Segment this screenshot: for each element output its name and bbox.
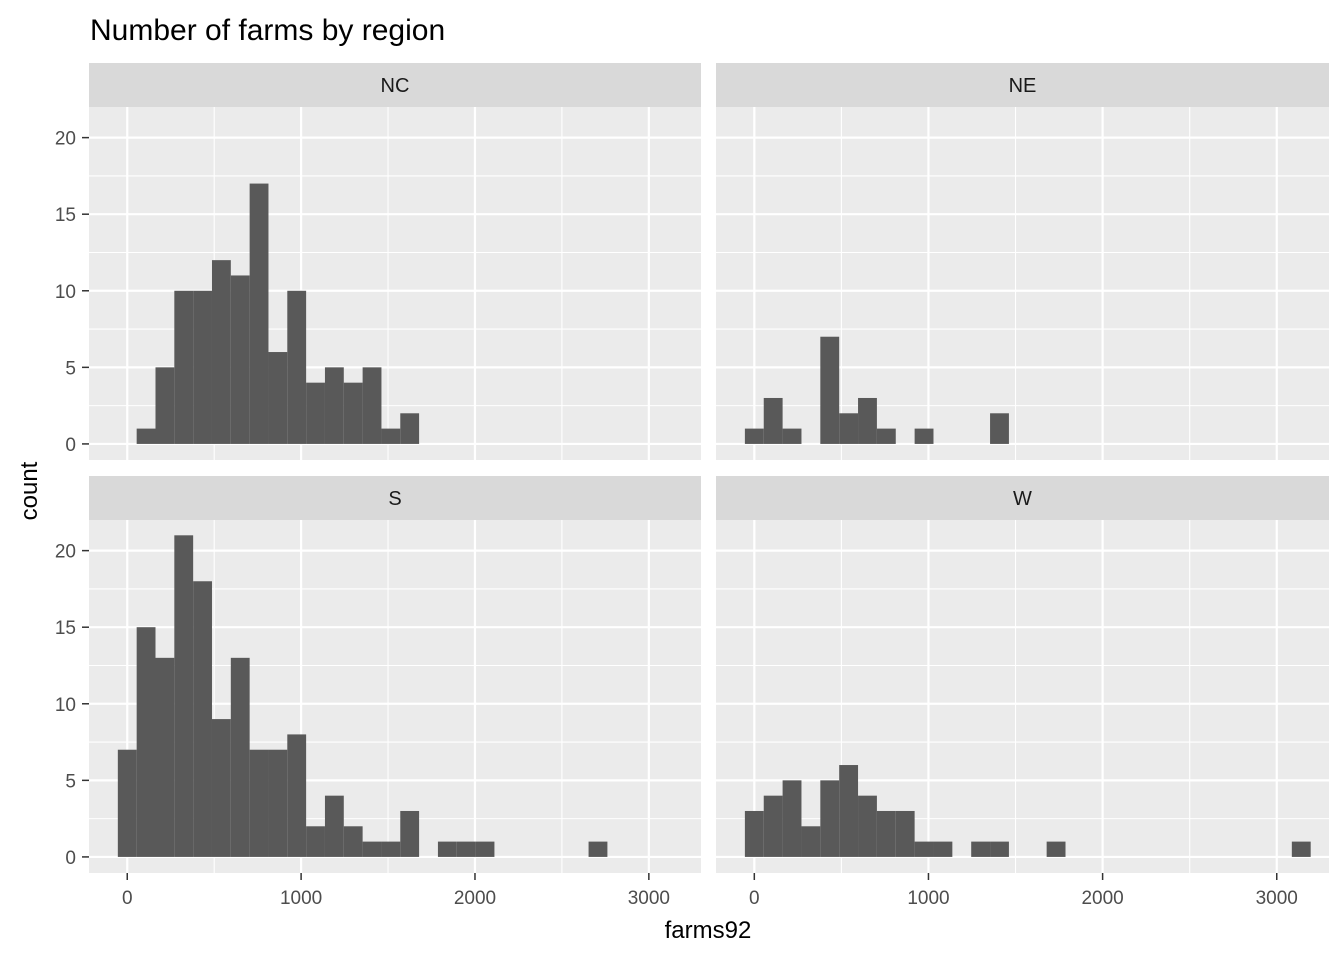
histogram-bar [268,352,288,444]
facet-strip [89,63,701,107]
histogram-bar [876,810,896,857]
histogram-bar [990,413,1009,444]
histogram-bar [782,780,802,857]
histogram-bar [230,657,250,857]
histogram-bar [136,428,156,444]
x-tick-label: 2000 [454,888,496,909]
histogram-bar [174,535,194,857]
panel-background [716,520,1329,873]
facet-strip [89,476,701,520]
histogram-bar [876,428,896,444]
histogram-bar [456,841,476,857]
x-tick-label: 0 [749,888,760,909]
x-tick-label: 1000 [907,888,949,909]
panel-background [716,107,1329,460]
histogram-bar [801,826,821,857]
histogram-bar [763,397,783,444]
facet-strip [716,476,1329,520]
histogram-bar [324,367,344,444]
y-tick-label: 20 [55,542,76,563]
histogram-bar [306,826,325,857]
y-tick-label: 10 [55,695,76,716]
x-tick-label: 3000 [1256,888,1298,909]
histogram-bar [895,810,915,857]
histogram-bar [763,795,783,857]
chart-title: Number of farms by region [90,14,445,47]
histogram-bar [820,336,840,444]
x-tick-label: 1000 [280,888,322,909]
histogram-bar [820,780,840,857]
histogram-bar [1291,841,1311,857]
histogram-bar [858,397,877,444]
y-tick-label: 10 [55,282,76,303]
histogram-bar [990,841,1009,857]
histogram-bar [193,290,212,444]
facet-strip-label: W [1013,488,1032,510]
facet-panel-s: S 0 5 10 15 20 0 1000 2000 3000 [55,476,701,909]
facet-strip-label: S [388,488,401,510]
histogram-bar [324,795,344,857]
histogram-bar [400,413,420,444]
histogram-bar [287,290,307,444]
histogram-bar [211,260,231,444]
x-axis-title: farms92 [665,917,752,944]
histogram-bar [136,627,156,857]
y-tick-label: 5 [65,771,76,792]
y-tick-label: 5 [65,358,76,379]
histogram-bar [211,719,231,857]
histogram-bar [839,413,859,444]
y-tick-label: 15 [55,205,76,226]
facet-panel-nc: NC 0 5 10 15 20 [55,63,701,460]
histogram-bar [155,367,175,444]
histogram-bar [362,367,382,444]
histogram-bar [343,382,363,444]
x-tick-label: 3000 [628,888,670,909]
histogram-bar [249,183,269,444]
histogram-bar [306,382,325,444]
histogram-bar [155,657,175,857]
histogram-bar [343,826,363,857]
histogram-bar [933,841,953,857]
facet-panel-w: W 0 1000 2000 3000 [716,476,1329,909]
histogram-bar [782,428,802,444]
y-tick-label: 0 [65,435,76,456]
histogram-bar [381,428,401,444]
x-tick-label: 2000 [1081,888,1123,909]
histogram-bar [381,841,401,857]
y-tick-label: 20 [55,129,76,150]
y-tick-label: 15 [55,618,76,639]
histogram-bar [174,290,194,444]
histogram-bar [437,841,457,857]
histogram-bar [744,428,764,444]
histogram-bar [475,841,495,857]
facet-strip-label: NE [1009,75,1037,97]
y-tick-label: 0 [65,848,76,869]
histogram-bar [193,581,212,857]
facet-strip-label: NC [381,75,410,97]
histogram-bar [117,749,137,857]
y-axis-title: count [16,461,43,520]
histogram-bar [268,749,288,857]
histogram-bar [858,795,877,857]
histogram-bar [400,810,420,857]
histogram-bar [230,275,250,444]
histogram-bar [914,428,934,444]
histogram-bar [588,841,608,857]
x-tick-label: 0 [122,888,133,909]
histogram-bar [914,841,934,857]
histogram-bar [1046,841,1066,857]
histogram-bar [249,749,269,857]
histogram-bar [839,765,859,857]
facet-strip [716,63,1329,107]
histogram-bar [362,841,382,857]
histogram-bar [287,734,307,857]
histogram-bar [971,841,991,857]
facet-panels: NC 0 5 10 15 20 NE S 0 5 10 15 20 0 1000 2000 3000 W 0 1000… [55,63,1329,909]
facet-panel-ne: NE [716,63,1329,460]
histogram-bar [744,810,764,857]
